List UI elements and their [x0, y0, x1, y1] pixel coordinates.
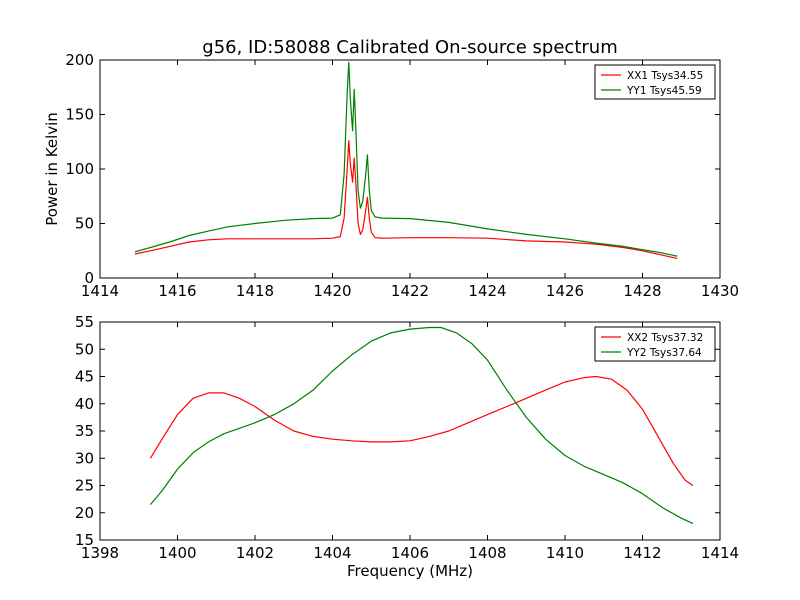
x-axis-label: Frequency (MHz): [347, 562, 473, 580]
legend-label: XX2 Tsys37.32: [627, 332, 703, 344]
y-tick-label: 40: [75, 395, 94, 413]
legend-label: YY2 Tsys37.64: [626, 347, 702, 359]
x-tick-label: 1412: [623, 544, 661, 562]
axes-frame: [99, 321, 721, 541]
legend: XX2 Tsys37.32 YY2 Tsys37.64: [594, 326, 716, 362]
x-tick-label: 1404: [313, 544, 351, 562]
x-tick-label: 1422: [391, 282, 429, 300]
x-tick-label: 1430: [701, 282, 739, 300]
tick-group: 1414 1416 1418 1420 1422 1424 1426 1428 1430 0 50 1…: [65, 51, 739, 300]
x-tick-label: 1414: [701, 544, 739, 562]
y-tick-label: 100: [65, 160, 94, 178]
y-tick-label: 20: [75, 504, 94, 522]
series-line-1: [134, 140, 678, 259]
y-tick-label: 25: [75, 477, 94, 495]
y-tick-label: 150: [65, 106, 94, 124]
y-tick-label: 55: [75, 313, 94, 331]
x-tick-label: 1400: [158, 544, 196, 562]
series-line-2: [149, 326, 694, 525]
tick-group: 1398 1400 1402 1404 1406 1408 1410 1412 1414 15 20…: [75, 313, 739, 562]
legend-box: [594, 326, 716, 362]
legend-label: YY1 Tsys45.59: [626, 85, 702, 97]
x-tick-label: 1424: [468, 282, 506, 300]
series-line-1: [149, 375, 694, 486]
x-tick-label: 1416: [158, 282, 196, 300]
x-tick-label: 1406: [391, 544, 429, 562]
series-group: [134, 61, 678, 259]
top-panel: g56, ID:58088 Calibrated On-source spect…: [43, 37, 739, 300]
y-tick-label: 30: [75, 449, 94, 467]
legend-box: [594, 64, 716, 100]
y-tick-label: 50: [75, 215, 94, 233]
x-tick-label: 1426: [546, 282, 584, 300]
series-group: [149, 326, 694, 525]
legend-label: XX1 Tsys34.55: [627, 70, 703, 82]
series-line-2: [134, 61, 678, 257]
legend: XX1 Tsys34.55 YY1 Tsys45.59: [594, 64, 716, 100]
x-tick-label: 1402: [236, 544, 274, 562]
y-tick-label: 35: [75, 422, 94, 440]
y-tick-label: 50: [75, 340, 94, 358]
x-tick-label: 1414: [81, 282, 119, 300]
y-tick-label: 0: [84, 269, 94, 287]
x-tick-label: 1408: [468, 544, 506, 562]
x-tick-label: 1398: [81, 544, 119, 562]
y-tick-label: 15: [75, 531, 94, 549]
x-tick-label: 1418: [236, 282, 274, 300]
x-tick-label: 1420: [313, 282, 351, 300]
y-tick-label: 200: [65, 51, 94, 69]
y-axis-label: Power in Kelvin: [43, 112, 61, 226]
x-tick-label: 1428: [623, 282, 661, 300]
bottom-panel: Frequency (MHz) 1398 1400 1402 1404 1406 1408…: [75, 313, 739, 580]
axes-frame: [99, 59, 721, 279]
chart-title: g56, ID:58088 Calibrated On-source spect…: [202, 37, 617, 58]
y-tick-label: 45: [75, 368, 94, 386]
x-tick-label: 1410: [546, 544, 584, 562]
